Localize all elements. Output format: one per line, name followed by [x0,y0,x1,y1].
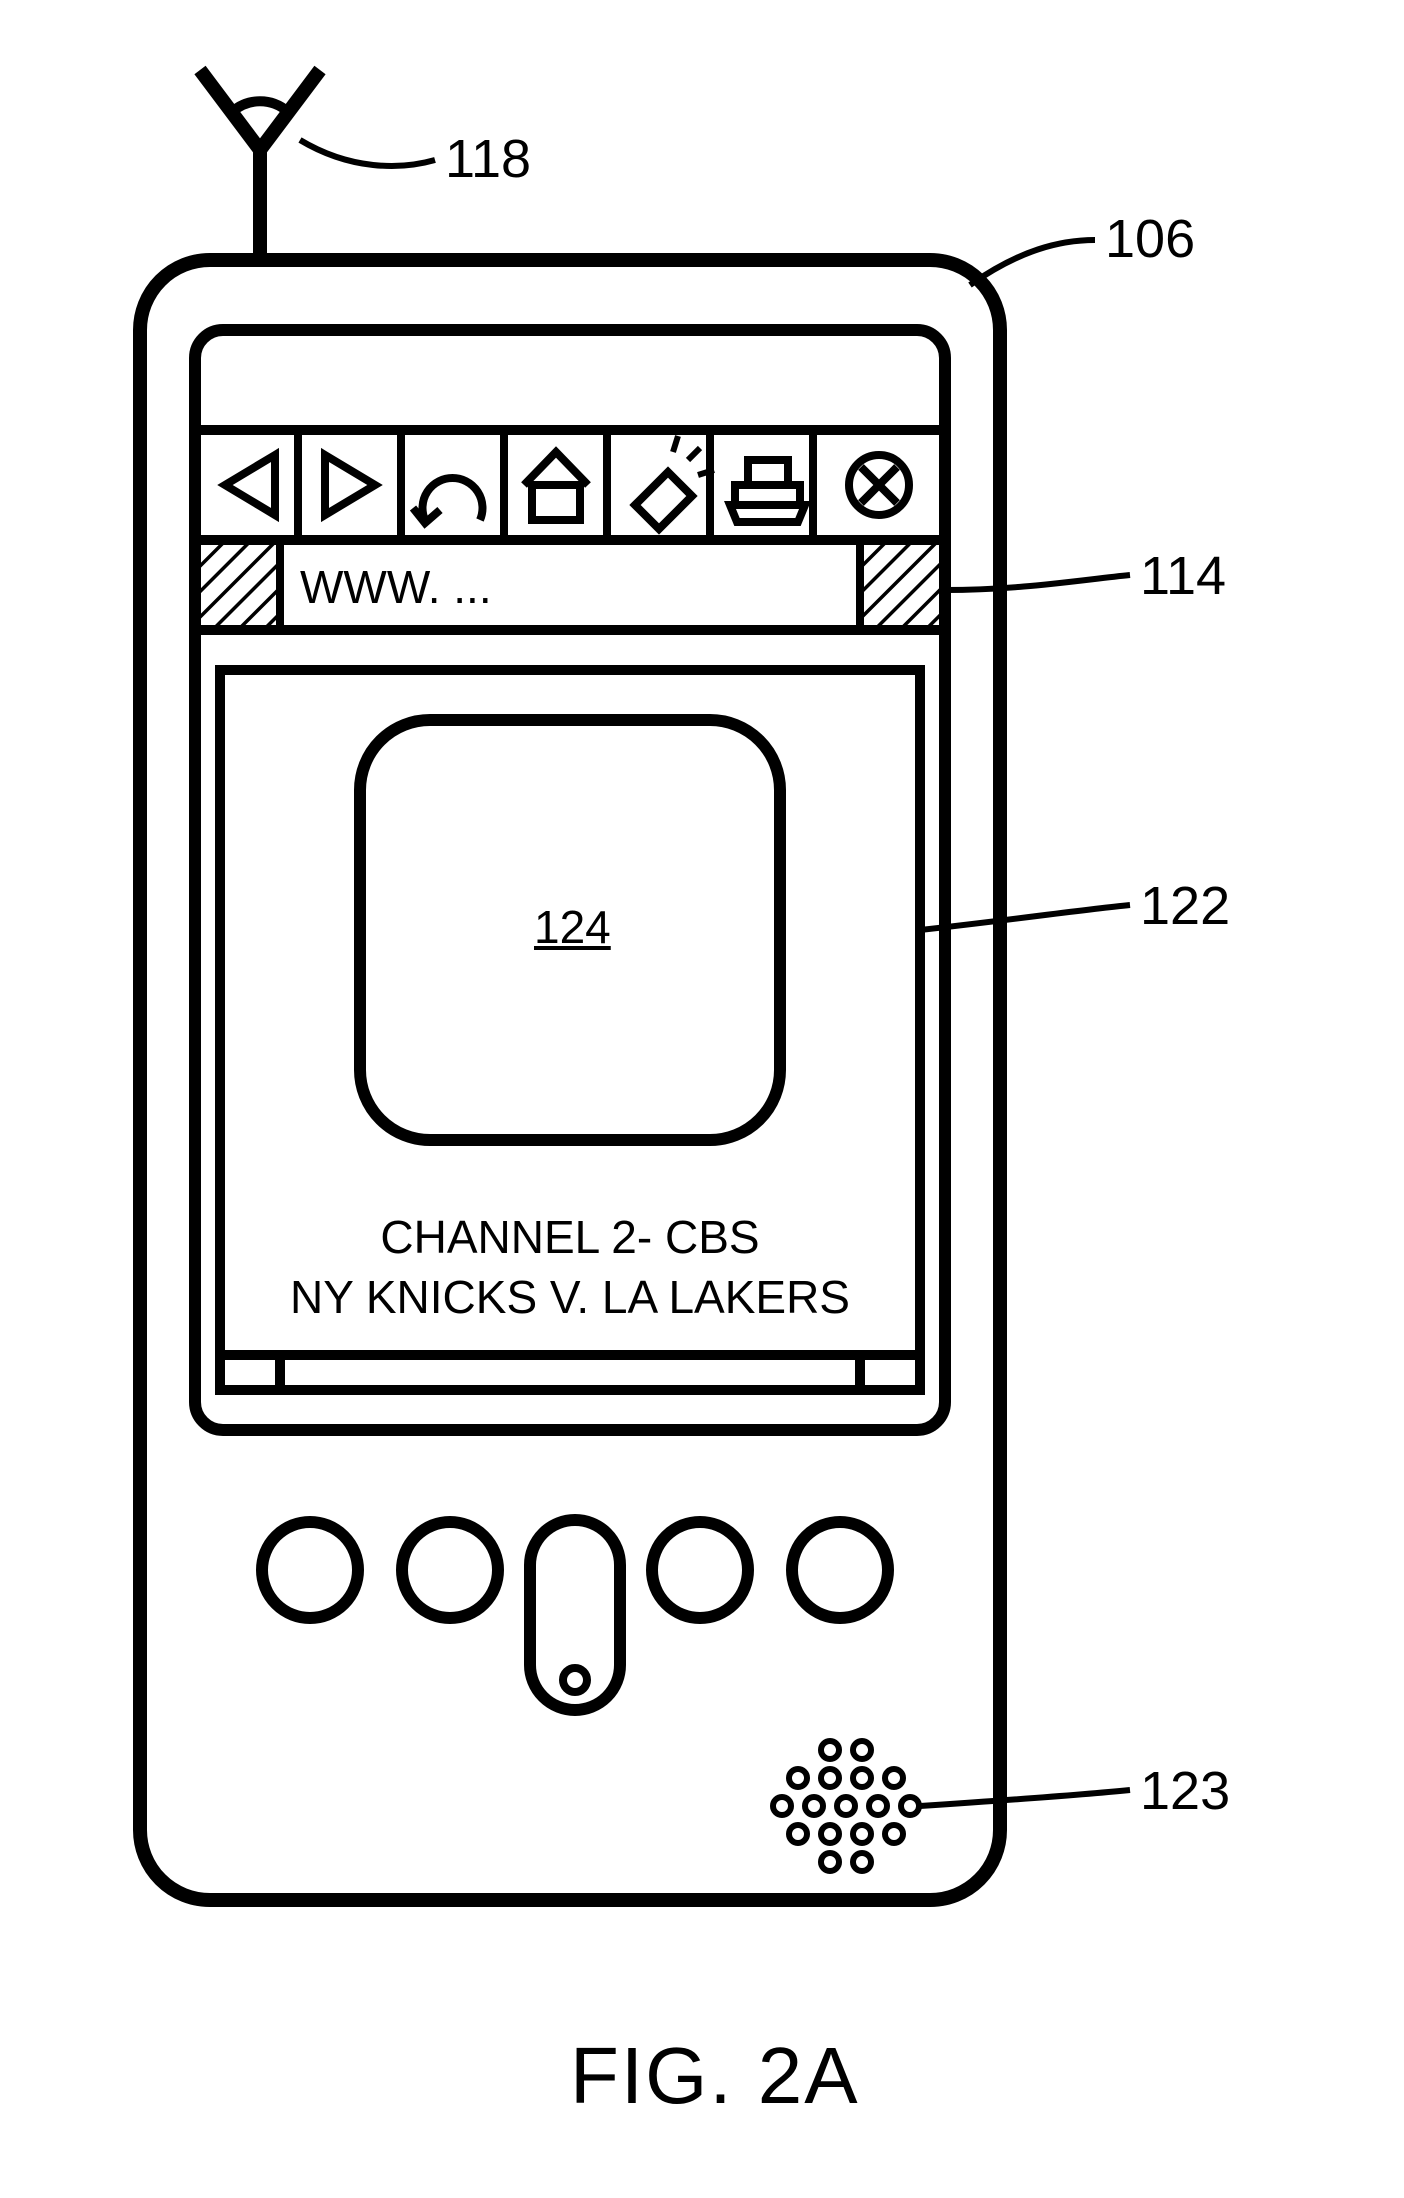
forward-icon[interactable] [325,455,375,515]
ref-122: 122 [1140,875,1230,937]
flashlight-icon[interactable] [635,436,714,529]
nav-pad[interactable] [530,1520,620,1710]
patent-drawing [0,0,1404,2198]
screen-bezel [195,330,945,1430]
leader-106 [970,240,1095,285]
ref-118: 118 [445,128,531,190]
leader-123 [920,1790,1130,1806]
url-text: WWW. ... [300,560,492,614]
close-icon[interactable] [849,455,909,515]
hw-button-2[interactable] [402,1522,498,1618]
hw-button-3[interactable] [652,1522,748,1618]
print-icon[interactable] [730,460,805,522]
ref-106: 106 [1105,208,1195,270]
figure-canvas: 118 106 114 122 123 124 WWW. ... CHANNEL… [0,0,1404,2198]
leader-118 [300,140,435,166]
hw-button-4[interactable] [792,1522,888,1618]
home-icon[interactable] [524,452,588,520]
back-icon[interactable] [225,455,275,515]
ref-124: 124 [534,900,611,954]
leader-114 [945,575,1130,590]
antenna-arc [232,101,288,112]
hw-button-1[interactable] [262,1522,358,1618]
ref-123: 123 [1140,1760,1230,1822]
figure-caption: FIG. 2A [570,2030,860,2122]
speaker-grille [773,1741,919,1871]
browser-toolbar [195,430,945,540]
ref-114: 114 [1140,545,1226,607]
channel-line: CHANNEL 2- CBS [220,1210,920,1264]
program-line: NY KNICKS V. LA LAKERS [220,1270,920,1324]
device-body [140,260,1000,1900]
leader-122 [920,905,1130,930]
